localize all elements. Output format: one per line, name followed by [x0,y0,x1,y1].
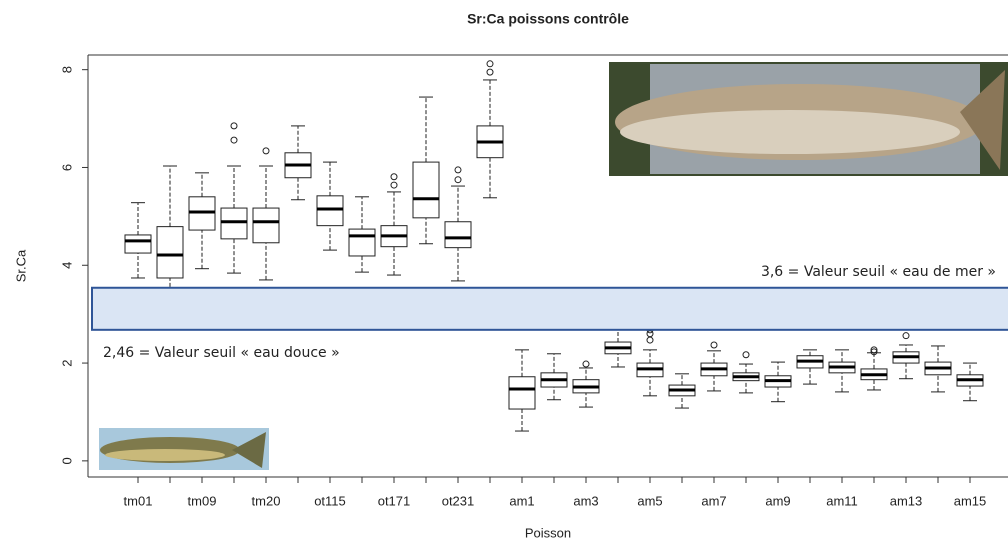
y-tick-label: 6 [59,164,74,171]
x-axis-label: Poisson [525,525,571,540]
outlier [390,181,398,189]
outlier [230,136,238,144]
box [220,207,248,240]
x-tick-label: am15 [954,493,987,508]
box [348,228,376,257]
x-tick-label: am3 [573,493,598,508]
outlier [390,173,398,181]
outlier [870,346,878,354]
photo-salmon [609,62,1008,176]
outlier [230,122,238,130]
annotation: 3,6 = Valeur seuil « eau de mer » [761,264,996,280]
y-tick-label: 8 [59,66,74,73]
x-tick-label: ot115 [314,493,346,508]
outlier [486,68,494,76]
threshold-band [91,286,1008,331]
x-tick-label: am5 [637,493,662,508]
outlier [902,332,910,340]
box [156,226,184,279]
x-tick-label: ot171 [378,493,411,508]
y-tick-label: 0 [59,457,74,464]
outlier [454,176,462,184]
chart-title: Sr:Ca poissons contrôle [467,11,629,27]
outlier [646,336,654,344]
outlier [262,147,270,155]
box [252,207,280,244]
outlier [710,341,718,349]
x-tick-label: am11 [826,493,858,508]
outlier [582,360,590,368]
box [444,221,472,249]
outlier [646,330,654,338]
y-tick-label: 2 [59,359,74,366]
x-tick-label: am1 [509,493,534,508]
box [316,195,344,227]
x-tick-label: tm01 [124,493,153,508]
outlier [454,166,462,174]
x-tick-label: am7 [701,493,726,508]
x-tick-label: ot231 [442,493,475,508]
y-tick-label: 4 [59,262,74,269]
photo-trout [99,428,269,470]
x-tick-label: am9 [765,493,790,508]
x-tick-label: tm09 [188,493,217,508]
outlier [870,348,878,356]
annotation: 2,46 = Valeur seuil « eau douce » [103,345,340,361]
x-tick-label: tm20 [252,493,281,508]
outlier [742,351,750,359]
y-axis-label: Sr.Ca [13,249,28,282]
box [124,234,152,254]
box [508,376,536,410]
outlier [486,60,494,68]
box [412,161,440,219]
x-tick-label: am13 [890,493,923,508]
